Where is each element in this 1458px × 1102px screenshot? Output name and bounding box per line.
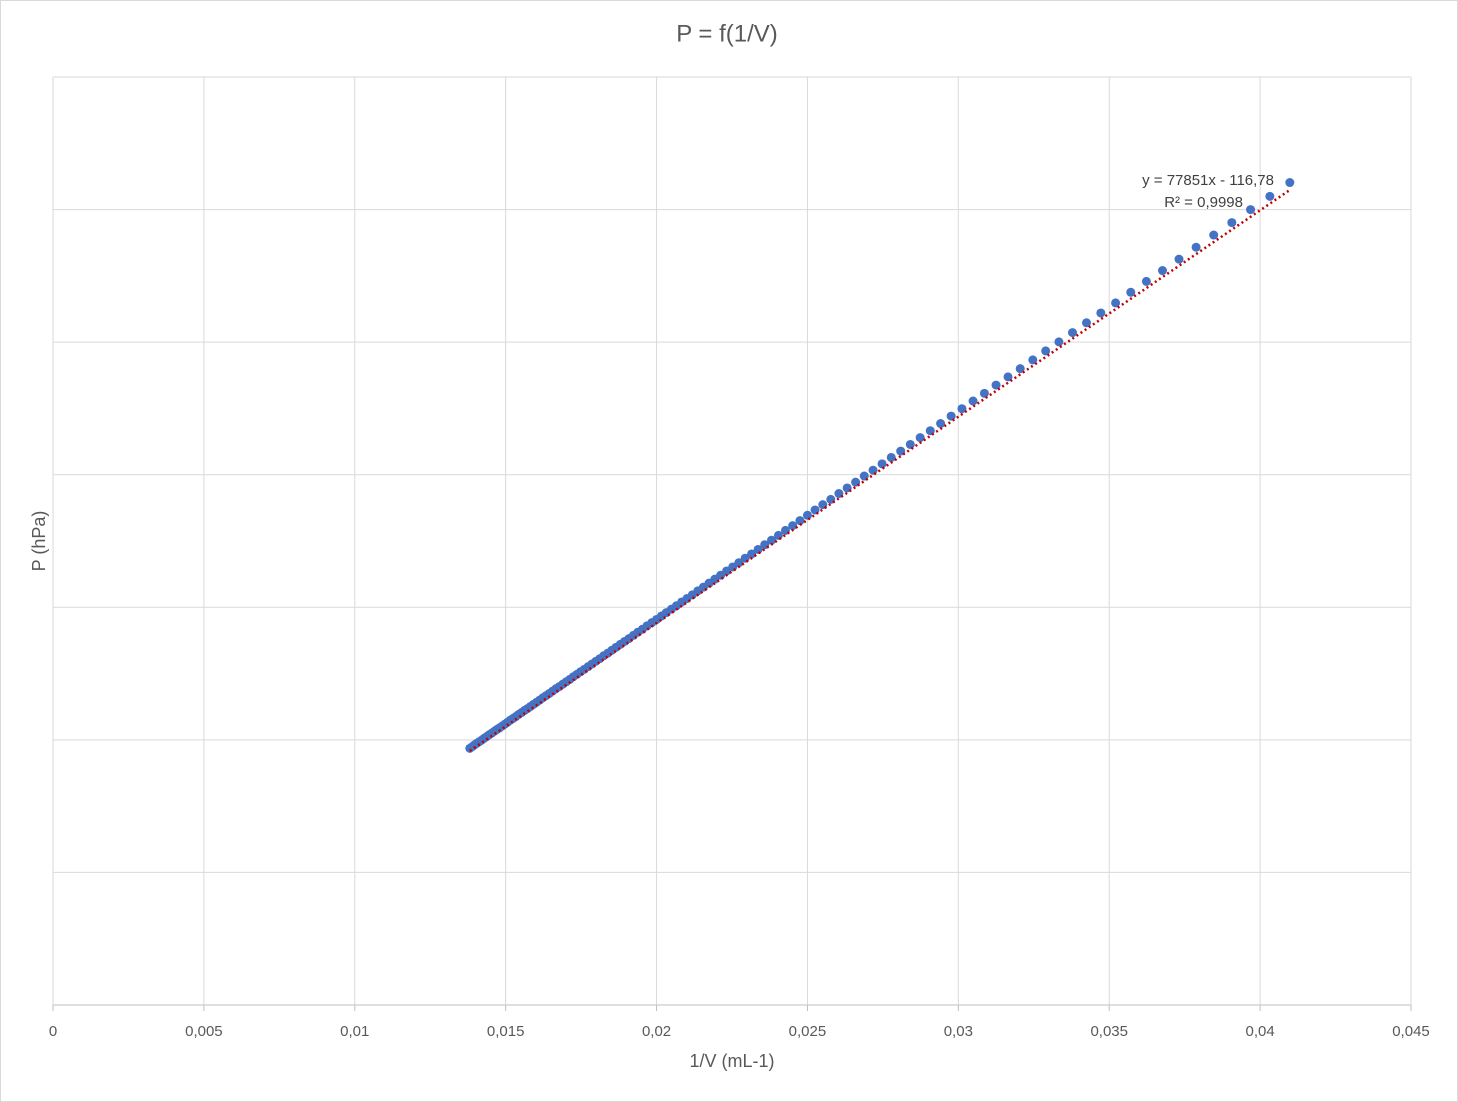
x-tick-label: 0,02 xyxy=(642,1023,671,1040)
data-point xyxy=(1111,298,1121,308)
data-point xyxy=(957,404,967,414)
data-point xyxy=(979,388,989,398)
data-point xyxy=(936,419,946,429)
data-point xyxy=(1246,205,1256,215)
data-point xyxy=(1157,266,1167,276)
data-point xyxy=(1141,276,1151,286)
data-point xyxy=(767,535,777,545)
trendline xyxy=(469,188,1291,752)
x-tick-label: 0,005 xyxy=(185,1023,223,1040)
data-point xyxy=(1003,372,1013,382)
data-point xyxy=(1068,328,1078,338)
data-point xyxy=(1285,178,1295,188)
x-tick-label: 0,04 xyxy=(1246,1023,1275,1040)
data-point xyxy=(968,396,978,406)
data-point xyxy=(991,380,1001,390)
trendline-equation: y = 77851x - 116,78 xyxy=(1142,172,1274,189)
x-axis-label: 1/V (mL-1) xyxy=(689,1051,774,1071)
data-point xyxy=(915,433,925,443)
data-point xyxy=(877,459,887,469)
data-point xyxy=(802,510,812,520)
data-point xyxy=(1209,230,1219,240)
trendline-r2: R² = 0,9998 xyxy=(1164,194,1243,211)
data-point xyxy=(1126,287,1136,297)
data-point xyxy=(1191,242,1201,252)
data-point xyxy=(1265,191,1275,201)
data-point xyxy=(1028,355,1038,365)
x-tick-label: 0,03 xyxy=(944,1023,973,1040)
y-axis-label: P (hPa) xyxy=(29,511,49,572)
data-point xyxy=(1041,346,1051,356)
data-point xyxy=(1227,218,1237,228)
data-point xyxy=(1015,364,1025,374)
x-tick-label: 0 xyxy=(49,1023,57,1040)
x-tick-label: 0,035 xyxy=(1090,1023,1128,1040)
data-point xyxy=(753,544,763,554)
x-tick-label: 0,045 xyxy=(1392,1023,1430,1040)
x-tick-label: 0,025 xyxy=(789,1023,827,1040)
data-point xyxy=(747,549,757,559)
data-point xyxy=(1081,318,1091,328)
data-point xyxy=(788,521,798,531)
data-point xyxy=(1096,308,1106,318)
data-point xyxy=(795,516,805,526)
x-tick-label: 0,015 xyxy=(487,1023,525,1040)
chart-title: P = f(1/V) xyxy=(676,20,778,47)
data-point xyxy=(868,465,878,475)
data-point xyxy=(1054,337,1064,347)
data-point xyxy=(1174,254,1184,264)
data-point xyxy=(946,411,956,421)
data-point xyxy=(905,439,915,449)
data-point xyxy=(465,743,475,753)
x-tick-label: 0,01 xyxy=(340,1023,369,1040)
data-point xyxy=(886,452,896,462)
